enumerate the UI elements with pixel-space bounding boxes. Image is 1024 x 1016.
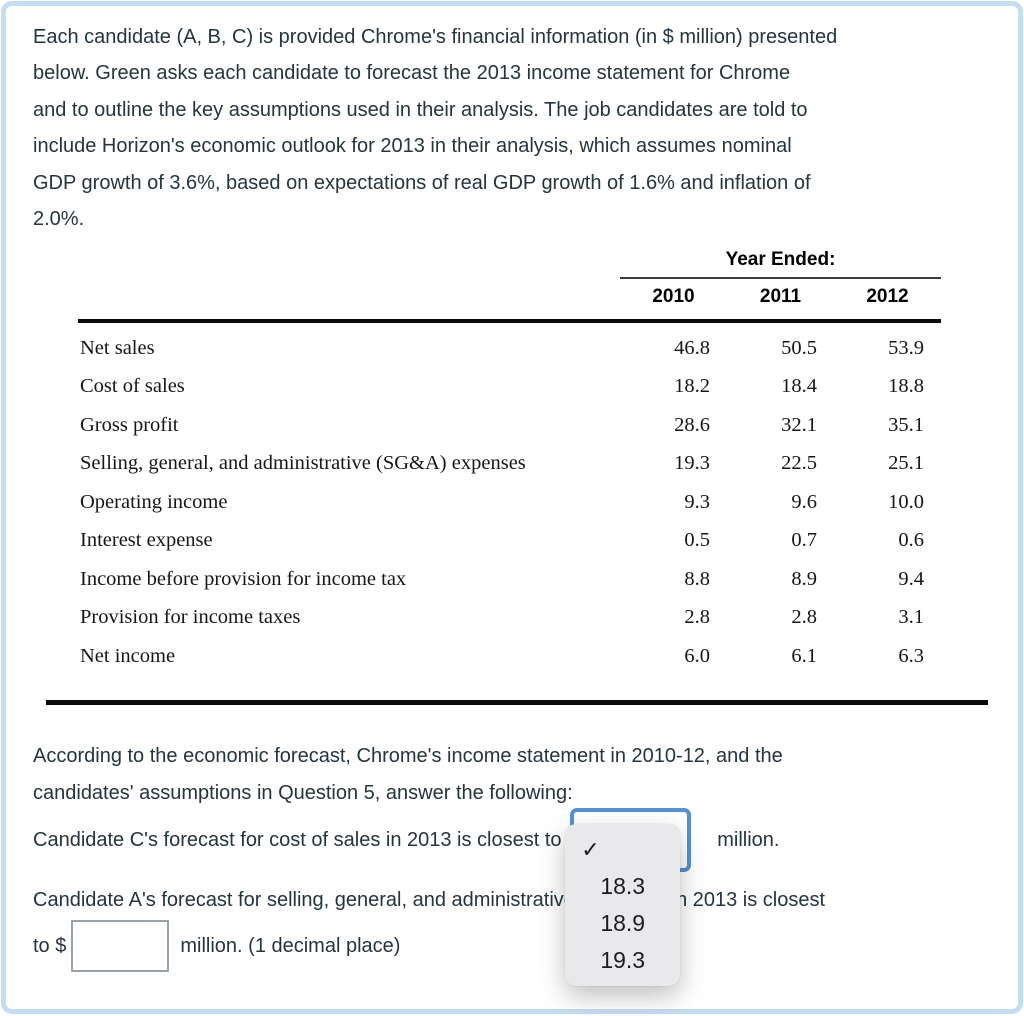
row-value-2012: 6.3 (898, 644, 924, 667)
menu-option[interactable]: 19.3 (600, 947, 646, 973)
row-value-2011: 22.5 (781, 452, 817, 475)
question-intro: According to the economic forecast, Chro… (33, 745, 783, 804)
row-label: Income before provision for income tax (80, 567, 407, 590)
row-value-2012: 3.1 (898, 606, 924, 629)
row-value-2010: 2.8 (684, 606, 710, 629)
sgna-forecast-input[interactable] (71, 920, 170, 972)
intro-paragraph: Each candidate (A, B, C) is provided Chr… (33, 26, 838, 231)
row-value-2012: 53.9 (888, 336, 924, 359)
row-label: Cost of sales (80, 375, 185, 398)
row-label: Operating income (80, 490, 228, 513)
question-1-suffix: million. (717, 828, 780, 851)
row-label: Net sales (80, 336, 155, 359)
cost-of-sales-select[interactable]: ✓ 18.3 18.9 19.3 (565, 808, 692, 986)
table-row: Net sales 46.8 50.5 53.9 (78, 329, 941, 368)
row-label: Gross profit (80, 413, 179, 436)
menu-option[interactable]: 18.9 (600, 910, 646, 936)
table-row: Operating income 9.3 9.6 10.0 (78, 483, 941, 522)
row-value-2012: 35.1 (888, 413, 924, 436)
row-value-2010: 19.3 (674, 452, 710, 475)
row-label: Selling, general, and administrative (SG… (80, 452, 526, 475)
table-row: Cost of sales 18.2 18.4 18.8 (78, 368, 941, 407)
row-value-2010: 8.8 (684, 567, 710, 590)
checkmark-icon: ✓ (581, 837, 600, 862)
row-value-2010: 46.8 (674, 336, 710, 359)
table-row: Interest expense 0.5 0.7 0.6 (78, 522, 941, 561)
row-value-2010: 9.3 (684, 490, 710, 513)
row-label: Interest expense (80, 529, 213, 552)
question-2: Candidate A's forecast for selling, gene… (33, 884, 993, 972)
question-1-text: Candidate C's forecast for cost of sales… (33, 828, 579, 851)
table-row: Selling, general, and administrative (SG… (78, 445, 941, 484)
row-value-2010: 0.5 (684, 529, 710, 552)
table-year-columns: 2010 2011 2012 (620, 286, 941, 308)
table-row: Income before provision for income tax 8… (78, 560, 941, 599)
table-bottom-rule (46, 700, 988, 705)
menu-option-blank-selected[interactable]: ✓ (565, 831, 680, 868)
dropdown-menu: ✓ 18.3 18.9 19.3 (565, 824, 681, 986)
row-value-2011: 50.5 (781, 336, 817, 359)
table-header-year-ended: Year Ended: (725, 249, 836, 270)
question-2-answer-row: to $ million. (1 decimal place) (33, 920, 993, 972)
row-value-2010: 18.2 (674, 375, 710, 398)
row-value-2012: 18.8 (888, 375, 924, 398)
row-value-2011: 0.7 (791, 529, 817, 552)
row-label: Provision for income taxes (80, 606, 301, 629)
menu-option[interactable]: 18.3 (600, 873, 646, 899)
year-column-2012: 2012 (866, 286, 909, 307)
row-value-2012: 0.6 (898, 529, 924, 552)
year-column-2011: 2011 (759, 286, 802, 307)
row-value-2011: 18.4 (781, 375, 817, 398)
table-top-rule (78, 319, 941, 323)
row-value-2012: 9.4 (898, 567, 924, 590)
row-value-2011: 32.1 (781, 413, 817, 436)
question-2-suffix: million. (1 decimal place) (180, 934, 401, 957)
year-column-2010: 2010 (652, 286, 695, 307)
row-value-2012: 25.1 (888, 452, 924, 475)
row-value-2011: 6.1 (791, 644, 817, 667)
row-value-2010: 28.6 (674, 413, 710, 436)
row-value-2011: 2.8 (791, 606, 817, 629)
row-value-2011: 9.6 (791, 490, 817, 513)
question-2-text: Candidate A's forecast for selling, gene… (33, 889, 826, 911)
table-header-rule (620, 277, 941, 279)
question-2-prefix: to $ (33, 934, 67, 957)
income-statement-table: Net sales 46.8 50.5 53.9 Cost of sales 1… (78, 329, 941, 676)
table-row: Net income 6.0 6.1 6.3 (78, 637, 941, 676)
row-label: Net income (80, 644, 176, 667)
table-row: Provision for income taxes 2.8 2.8 3.1 (78, 599, 941, 638)
row-value-2012: 10.0 (888, 490, 924, 513)
row-value-2011: 8.9 (791, 567, 817, 590)
row-value-2010: 6.0 (684, 644, 710, 667)
table-row: Gross profit 28.6 32.1 35.1 (78, 406, 941, 445)
question-1: Candidate C's forecast for cost of sales… (33, 808, 780, 986)
